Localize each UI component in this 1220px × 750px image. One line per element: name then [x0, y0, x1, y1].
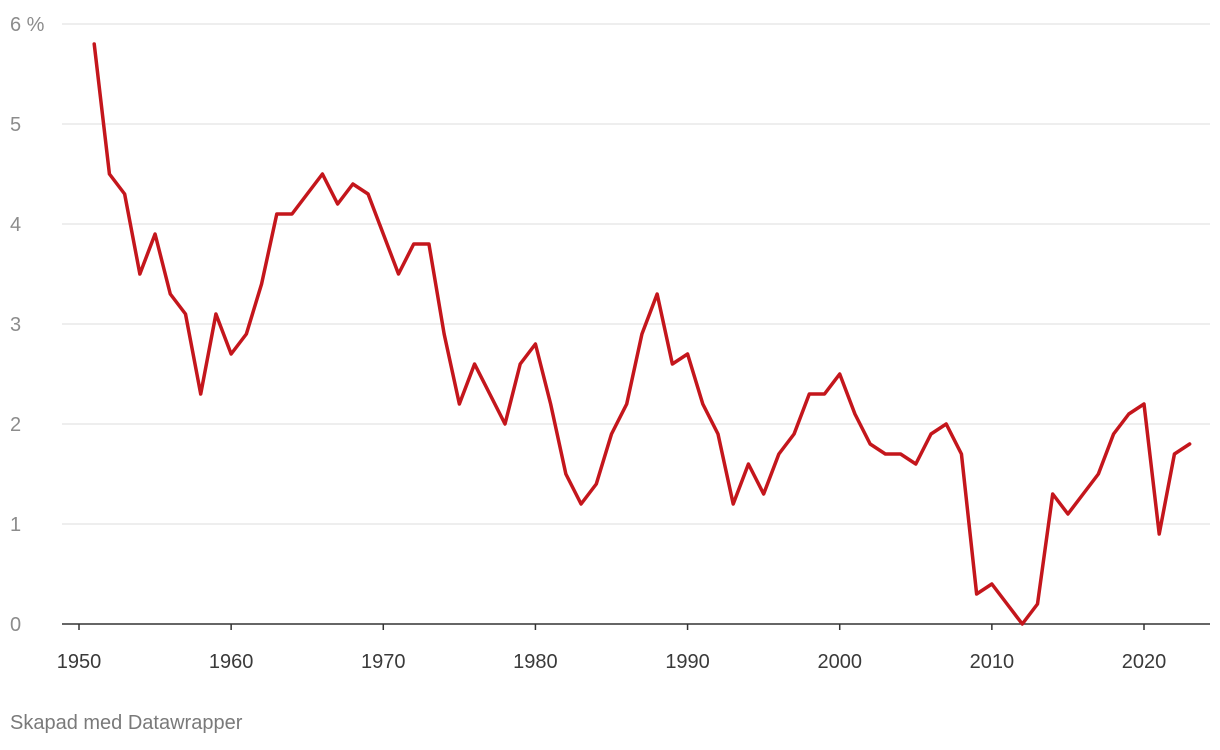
line-chart: 0 1 2 3 4 5 6 % 1950 1960 1970 1980 1990 2000 2010 20… — [10, 14, 1210, 673]
footer-credit: Skapad med Datawrapper — [10, 712, 243, 734]
y-tick-label-1: 1 — [10, 514, 21, 536]
y-tick-label-3: 3 — [10, 314, 21, 336]
y-tick-label-5: 5 — [10, 114, 21, 136]
x-tick-label-1990: 1990 — [665, 651, 710, 673]
y-tick-label-0: 0 — [10, 614, 21, 636]
x-tick-label-2000: 2000 — [817, 651, 862, 673]
y-tick-label-2: 2 — [10, 414, 21, 436]
x-tick-label-1980: 1980 — [513, 651, 558, 673]
x-tick-label-2010: 2010 — [970, 651, 1015, 673]
x-tick-label-2020: 2020 — [1122, 651, 1167, 673]
series-layer — [92, 42, 1192, 626]
y-tick-label-4: 4 — [10, 214, 21, 236]
y-axis: 0 1 2 3 4 5 6 % — [10, 14, 45, 636]
gridlines — [62, 23, 1210, 525]
series-line-0 — [92, 42, 1192, 626]
x-axis: 1950 1960 1970 1980 1990 2000 2010 2020 — [57, 623, 1210, 673]
x-tick-label-1970: 1970 — [361, 651, 406, 673]
x-tick-label-1960: 1960 — [209, 651, 254, 673]
x-tick-label-1950: 1950 — [57, 651, 102, 673]
y-tick-label-6: 6 % — [10, 14, 45, 36]
